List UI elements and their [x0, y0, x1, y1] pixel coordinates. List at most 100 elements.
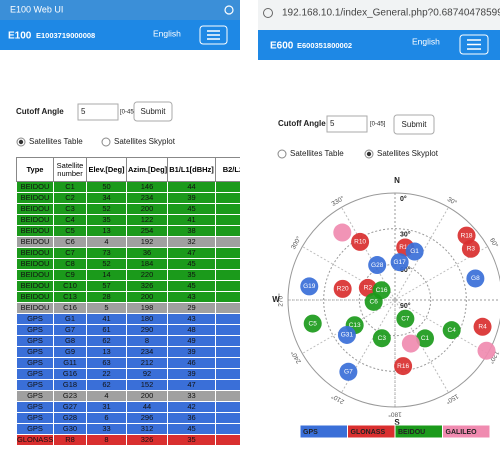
satellite[interactable] [368, 256, 387, 275]
table-cell: 4 [86, 236, 127, 248]
table-cell: 184 [126, 258, 168, 270]
table-cell: G23 [53, 390, 87, 402]
language[interactable]: English [412, 36, 440, 46]
elevation-label: 30° [400, 231, 411, 239]
satellite[interactable] [390, 253, 409, 272]
table-row: GPSG18621524742 [16, 379, 240, 391]
satellite[interactable] [372, 329, 391, 348]
status-bar [0, 0, 240, 20]
radio[interactable] [101, 137, 111, 147]
radio-label: Satellites Table [29, 137, 83, 146]
satellite[interactable] [333, 223, 352, 242]
menu-button[interactable] [459, 34, 489, 55]
table-cell: BEIDOU [16, 181, 54, 193]
table-cell: BEIDOU [16, 214, 54, 226]
url[interactable]: 192.168.10.1/index_General.php?0.6874047… [282, 8, 500, 19]
table-cell: C1 [53, 181, 87, 193]
satellite[interactable] [473, 317, 492, 336]
table-cell: 27 [215, 368, 240, 380]
satellite[interactable] [339, 362, 358, 381]
menu-button[interactable] [199, 25, 228, 45]
satellite-id: G31 [341, 332, 354, 339]
table-row: GPSG2731444234 [16, 401, 240, 413]
table-cell: G28 [53, 412, 87, 424]
table-cell: G30 [53, 423, 87, 435]
table-cell: C16 [53, 302, 87, 314]
satellite[interactable] [405, 242, 424, 261]
elevation-ring [358, 263, 432, 337]
table-row: BEIDOUC5132543842 [16, 225, 240, 237]
satellite[interactable] [303, 314, 322, 333]
serial: E600351800002 [297, 41, 352, 50]
table-cell: 44 [167, 181, 216, 193]
serial: E1003719000008 [36, 31, 95, 40]
satellite[interactable] [396, 309, 415, 328]
column-header: Satellite number [53, 157, 87, 182]
language[interactable]: English [153, 28, 181, 38]
table-row: BEIDOUC9142203543 [16, 269, 240, 281]
satellite-id: C3 [378, 335, 387, 342]
table-cell: 42 [215, 379, 240, 391]
satellite[interactable] [333, 279, 352, 298]
table-cell: 45 [167, 423, 216, 435]
table-cell: GPS [16, 335, 54, 347]
cutoff-range: [0-45] [370, 122, 386, 128]
table-cell: 31 [86, 401, 127, 413]
radio-label: Satellites Skyplot [377, 149, 439, 158]
satellite[interactable] [394, 357, 413, 376]
satellite-id: R16 [397, 363, 409, 370]
satellite[interactable] [442, 321, 461, 340]
table-cell: G7 [53, 324, 87, 336]
browser-title: E100 Web UI [10, 4, 63, 14]
menu-icon [207, 30, 220, 40]
refresh-icon[interactable] [224, 5, 234, 15]
satellite[interactable] [351, 232, 370, 251]
submit-button[interactable] [133, 101, 173, 122]
table-cell: 35 [167, 434, 216, 446]
table-cell: 36 [126, 247, 168, 259]
azimuth-label: 270° [277, 293, 285, 307]
table-cell: 57 [86, 280, 127, 292]
table-cell: 35 [86, 214, 127, 226]
table-cell: 146 [126, 181, 168, 193]
satellite-id: R20 [337, 286, 349, 293]
table-cell: GPS [16, 368, 54, 380]
satellite[interactable] [401, 334, 420, 353]
info-icon[interactable] [263, 8, 273, 18]
cutoff-input[interactable] [326, 115, 368, 133]
satellite-id: G1 [410, 248, 419, 255]
satellite[interactable] [477, 341, 496, 360]
cutoff-input[interactable] [77, 103, 119, 121]
submit-button[interactable] [393, 114, 435, 135]
table-cell: 6 [86, 412, 127, 424]
table-cell: 41 [86, 313, 127, 325]
table-cell: 45 [215, 203, 240, 215]
satellite[interactable] [358, 278, 377, 297]
satellite-id: R3 [467, 246, 476, 253]
satellite[interactable] [416, 329, 435, 348]
table-row: GPSG1622923927 [16, 368, 240, 380]
table-cell: 39 [167, 346, 216, 358]
table-cell: 36 [167, 412, 216, 424]
table-cell: 5 [86, 302, 127, 314]
satellite[interactable] [300, 277, 319, 296]
satellite[interactable] [337, 325, 356, 344]
azimuth-label: 180° [388, 410, 402, 418]
table-cell: 43 [167, 291, 216, 303]
satellite[interactable] [466, 269, 485, 288]
table-row: GPSG86284944 [16, 335, 240, 347]
table-cell: 48 [167, 324, 216, 336]
satellite[interactable] [364, 292, 383, 311]
table-cell: 43 [215, 269, 240, 281]
table-cell: GPS [16, 357, 54, 369]
table-cell: 49 [167, 335, 216, 347]
satellite-id: R4 [478, 323, 487, 330]
radio[interactable] [277, 149, 287, 159]
satellite[interactable] [461, 239, 480, 258]
submit-label: Submit [402, 120, 428, 129]
table-cell: 63 [86, 357, 127, 369]
table-cell: 29 [167, 302, 216, 314]
compass-south: S [394, 418, 400, 427]
